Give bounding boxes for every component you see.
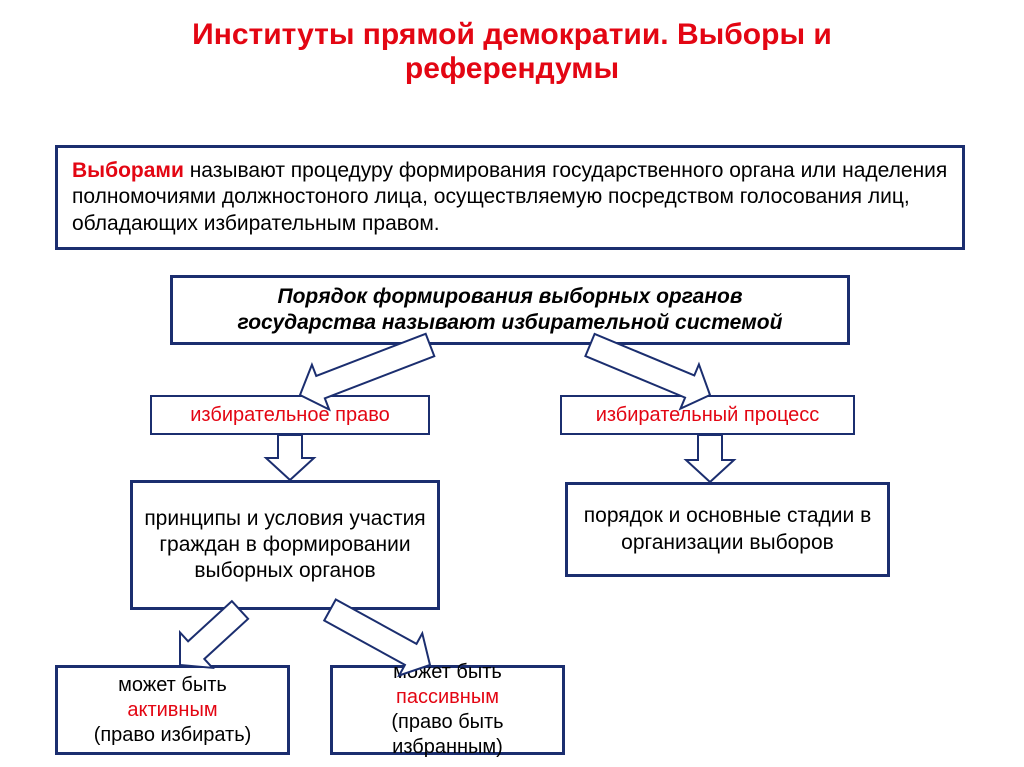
arrow [180,601,248,668]
arrow [324,599,430,675]
arrow [266,435,314,480]
arrow [300,334,434,410]
arrow [585,334,710,409]
arrow [686,435,734,482]
arrows-layer [0,0,1024,767]
